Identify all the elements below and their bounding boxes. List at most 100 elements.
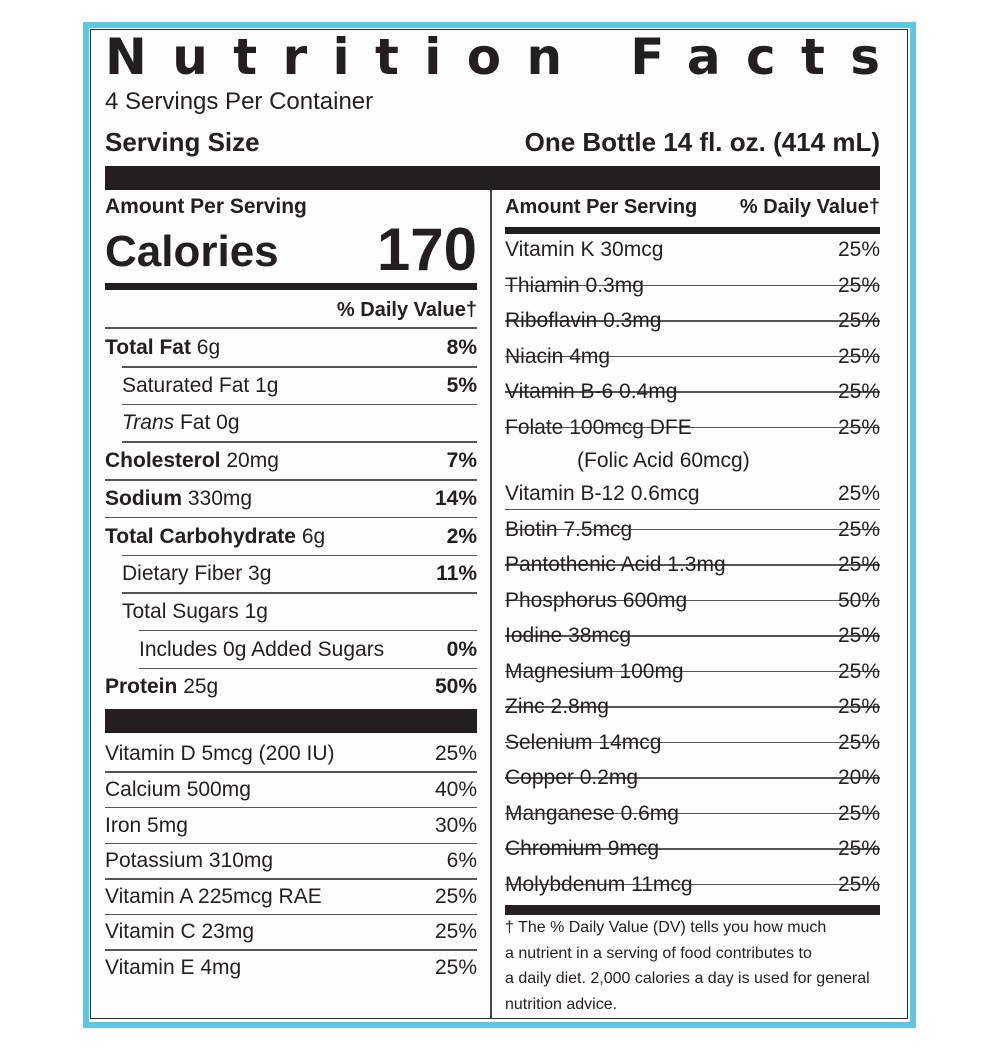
- vitamin-name: Magnesium: [505, 659, 614, 683]
- vitamin-amount: 4mg: [200, 955, 242, 979]
- serving-size-value: One Bottle 14 fl. oz. (414 mL): [524, 127, 880, 157]
- divider-bar: [505, 905, 880, 915]
- vitamin-dv: 25%: [434, 884, 477, 908]
- divider-line: [105, 913, 477, 916]
- vitamin-row: Magnesium 100mg: [505, 658, 684, 686]
- vitamin-amount: 225mcg RAE: [198, 884, 322, 908]
- vitamin-name: Molybdenum: [505, 872, 626, 896]
- vitamin-dv: 25%: [837, 238, 880, 261]
- vitamin-row: Vitamin C 23mg: [105, 918, 254, 946]
- vitamin-name: Manganese: [505, 801, 615, 825]
- divider-line: [105, 771, 477, 773]
- nutrient-row: Trans Fat 0g: [122, 409, 240, 437]
- title-area: Nutrition Facts: [105, 28, 880, 86]
- vitamin-dv: 25%: [434, 742, 477, 766]
- servings-per-container: 4 Servings Per Container: [105, 88, 374, 115]
- divider-line: [505, 284, 880, 287]
- vitamin-name: Selenium: [505, 730, 593, 754]
- vitamin-row: Vitamin B-6 0.4mg: [505, 378, 677, 406]
- vitamin-dv: 25%: [837, 344, 880, 368]
- nutrient-amount: 1g: [255, 373, 279, 397]
- divider-line: [122, 592, 477, 594]
- vitamin-amount: 14mcg: [598, 730, 662, 754]
- vitamin-dv: 25%: [434, 955, 477, 979]
- vitamin-name: Vitamin K: [505, 238, 595, 261]
- divider-line: [505, 320, 880, 322]
- vitamin-name: Vitamin B-12: [505, 482, 625, 505]
- divider-line: [105, 949, 477, 951]
- vitamin-dv: 25%: [837, 659, 880, 683]
- vitamin-row: Thiamin 0.3mg: [505, 272, 644, 300]
- nutrient-dv: 11%: [436, 562, 477, 586]
- divider-line: [505, 741, 880, 744]
- nutrient-row: Sodium 330mg: [105, 485, 252, 513]
- divider-line: [105, 516, 477, 519]
- vitamin-amount: 500mg: [186, 777, 251, 801]
- divider-line: [105, 327, 477, 329]
- nutrient-amount: 1g: [244, 599, 268, 623]
- nutrient-amount: 25g: [183, 675, 219, 699]
- vitamin-amount: 0.6mcg: [630, 482, 700, 505]
- nutrient-dv: 14%: [434, 486, 477, 510]
- nutrient-amount: 3g: [248, 562, 272, 586]
- divider-line: [505, 528, 880, 531]
- divider-line: [505, 777, 880, 779]
- footnote-line: a nutrient in a serving of food contribu…: [505, 944, 812, 962]
- vitamin-name: Vitamin C: [105, 920, 196, 944]
- vitamin-dv: 25%: [837, 482, 880, 505]
- vitamin-amount: 4mg: [569, 344, 611, 368]
- nutrient-name: Cholesterol: [105, 449, 221, 473]
- vitamin-amount: 100mg: [619, 659, 684, 683]
- vitamin-row: Calcium 500mg: [105, 776, 251, 804]
- vitamin-dv: 25%: [434, 920, 477, 944]
- divider-line: [105, 842, 477, 844]
- nutrient-row: Cholesterol 20mg: [105, 447, 279, 475]
- vitamin-row: Molybdenum 11mcg: [505, 871, 693, 899]
- vitamin-name: Folate: [505, 415, 564, 439]
- nutrient-name-italic: Trans: [122, 411, 175, 435]
- vitamin-amount: 38mcg: [568, 624, 632, 647]
- nutrient-name: Fat: [179, 411, 211, 435]
- vitamin-name: Iodine: [505, 624, 563, 647]
- vitamin-row: Riboflavin 0.3mg: [505, 307, 661, 335]
- amount-per-serving: Amount Per Serving: [105, 195, 307, 218]
- vitamin-name: Phosphorus: [505, 588, 618, 612]
- vitamin-dv: 25%: [837, 415, 880, 439]
- vitamin-amount: 5mcg (200 IU): [201, 742, 335, 766]
- vitamin-amount: 0.3mg: [585, 273, 644, 297]
- vitamin-dv: 25%: [837, 517, 880, 541]
- vitamin-dv: 25%: [837, 801, 880, 825]
- vitamin-row: Manganese 0.6mg: [505, 800, 679, 828]
- vitamin-row: Pantothenic Acid 1.3mg: [505, 551, 726, 579]
- vitamin-dv: 25%: [837, 730, 880, 754]
- vitamin-amount: 100mcg DFE: [569, 415, 692, 439]
- footnote-line: nutrition advice.: [505, 995, 618, 1013]
- nutrient-amount: 20mg: [226, 449, 279, 473]
- vitamin-name: Vitamin A: [105, 884, 193, 908]
- divider-bar: [505, 227, 880, 234]
- divider-line: [105, 878, 477, 880]
- vitamin-dv: 25%: [837, 872, 880, 896]
- vitamin-dv: 25%: [837, 273, 880, 297]
- nutrient-name: Dietary Fiber: [122, 562, 243, 586]
- vitamin-dv: 25%: [837, 837, 880, 860]
- divider-line: [505, 848, 880, 850]
- divider-bar: [105, 283, 477, 290]
- serving-size-label: Serving Size: [105, 127, 260, 157]
- vitamin-amount: 2.8mg: [550, 695, 609, 718]
- vitamin-name: Potassium: [105, 849, 204, 873]
- divider-line: [122, 403, 477, 406]
- vitamin-row: Vitamin A 225mcg RAE: [105, 883, 322, 911]
- vitamin-dv: 25%: [837, 309, 880, 332]
- nutrient-dv: 7%: [446, 449, 477, 473]
- nutrient-dv: 8%: [446, 336, 477, 359]
- vitamin-row: Chromium 9mcg: [505, 835, 659, 863]
- amount-per-serving: Amount Per Serving: [505, 196, 698, 218]
- vitamin-row: Vitamin K 30mcg: [505, 236, 663, 264]
- vitamin-name: Niacin: [505, 344, 564, 368]
- divider-line: [139, 667, 477, 670]
- vitamin-amount: 310mg: [208, 849, 274, 873]
- nutrient-name: Total Fat: [105, 336, 191, 359]
- vitamin-name: Vitamin B-6: [505, 380, 614, 403]
